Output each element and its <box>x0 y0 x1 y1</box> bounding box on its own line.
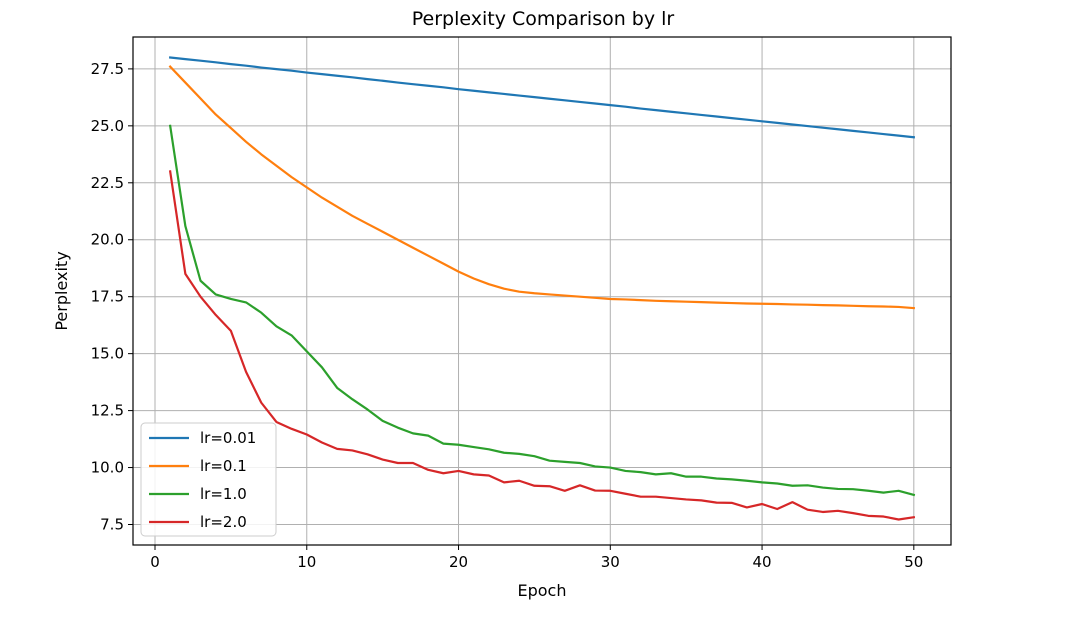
legend-label: lr=1.0 <box>200 485 247 503</box>
series-line-2 <box>168 65 915 310</box>
x-tick-label: 30 <box>601 553 620 571</box>
y-tick-label: 25.0 <box>91 117 124 135</box>
series-line-3 <box>168 124 916 497</box>
x-tick-label: 20 <box>449 553 468 571</box>
x-tick-label: 0 <box>150 553 160 571</box>
chart-title: Perplexity Comparison by lr <box>412 8 675 30</box>
legend-label: lr=2.0 <box>200 513 247 531</box>
y-tick-label: 10.0 <box>91 459 124 477</box>
y-tick-label: 27.5 <box>91 60 124 78</box>
legend-label: lr=0.01 <box>200 429 256 447</box>
axis-ticks: 0 10 20 30 40 50 7.5 10.0 12.5 15.0 17.5 20.0 22.5 25… <box>91 60 924 571</box>
legend: lr=0.01 lr=0.1 lr=1.0 lr=2.0 <box>140 422 277 537</box>
y-tick-label: 12.5 <box>91 402 124 420</box>
series-lines <box>168 56 916 521</box>
legend-box <box>140 422 277 537</box>
series-line-1 <box>168 56 916 139</box>
plot-area-frame <box>132 36 952 546</box>
y-tick-label: 22.5 <box>91 174 124 192</box>
x-tick-label: 40 <box>753 553 772 571</box>
y-axis-label: Perplexity <box>52 251 71 330</box>
y-tick-label: 17.5 <box>91 288 124 306</box>
y-tick-label: 20.0 <box>91 231 124 249</box>
series-line-4 <box>168 170 916 521</box>
y-tick-label: 7.5 <box>100 515 124 533</box>
legend-label: lr=0.1 <box>200 457 247 475</box>
x-tick-label: 10 <box>297 553 316 571</box>
x-axis-label: Epoch <box>518 581 567 600</box>
y-tick-label: 15.0 <box>91 345 124 363</box>
x-tick-label: 50 <box>904 553 923 571</box>
